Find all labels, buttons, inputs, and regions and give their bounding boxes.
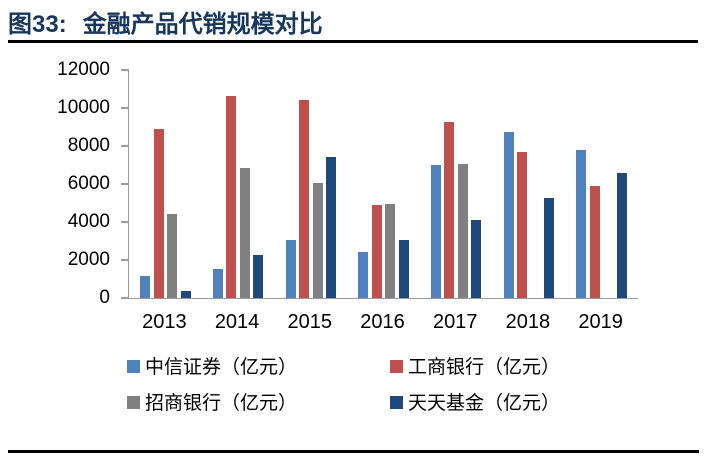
bar (544, 198, 555, 298)
x-axis-label: 2014 (214, 311, 260, 333)
legend-swatch-icon (127, 396, 140, 409)
x-axis-label: 2018 (505, 311, 551, 333)
bar (180, 291, 191, 298)
legend-label: 天天基金（亿元） (408, 393, 561, 414)
bar (444, 122, 455, 298)
x-axis-label: 2016 (360, 311, 405, 333)
y-axis-label: 2000 (67, 249, 110, 270)
plot-area (121, 69, 638, 299)
y-axis-label: 12000 (57, 59, 110, 80)
bar (576, 150, 587, 298)
y-axis-tick (121, 297, 129, 299)
legend-label: 中信证券（亿元） (145, 357, 298, 378)
y-axis-label: 6000 (67, 173, 110, 194)
bar (212, 269, 223, 298)
bar (167, 214, 178, 298)
legend-item: 中信证券（亿元） (127, 356, 390, 379)
y-axis-tick (121, 221, 129, 223)
bar (430, 165, 441, 298)
y-axis-tick (121, 69, 129, 71)
bar (371, 205, 382, 298)
title-divider (8, 40, 698, 43)
y-axis-label: 8000 (67, 135, 110, 156)
legend-item: 招商银行（亿元） (127, 392, 390, 415)
y-axis-label: 10000 (57, 97, 110, 118)
bar (589, 186, 600, 298)
bar (285, 240, 296, 298)
y-axis-label: 0 (99, 287, 110, 308)
bar (398, 240, 409, 298)
chart-legend: 中信证券（亿元） 工商银行（亿元） 招商银行（亿元） 天天基金（亿元） (127, 356, 560, 415)
figure-number: 图33: (8, 11, 67, 38)
bar (153, 128, 164, 298)
figure-title: 图33: 金融产品代销规模对比 (8, 4, 323, 39)
y-axis-tick (121, 107, 129, 109)
bar (616, 173, 627, 298)
y-axis-tick (121, 145, 129, 147)
x-axis-label: 2019 (578, 311, 623, 333)
bar (299, 100, 310, 298)
x-axis-label: 2013 (142, 311, 187, 333)
bar (312, 183, 323, 298)
legend-swatch-icon (390, 360, 403, 373)
bar (239, 167, 250, 298)
bar-chart: 0 2000 4000 6000 8000 10000 12000 2013 2014 2015 2… (57, 59, 638, 333)
bar (503, 131, 514, 298)
figure-name: 金融产品代销规模对比 (82, 11, 323, 38)
x-axis-label: 2015 (287, 311, 333, 333)
legend-swatch-icon (127, 360, 140, 373)
legend-swatch-icon (390, 396, 403, 409)
bar (253, 254, 264, 298)
bar (471, 219, 482, 298)
bar (457, 163, 468, 298)
legend-label: 工商银行（亿元） (408, 357, 561, 378)
x-axis-label: 2017 (432, 311, 478, 333)
bar (517, 151, 528, 298)
legend-item: 工商银行（亿元） (390, 356, 560, 379)
bar (140, 276, 151, 298)
legend-item: 天天基金（亿元） (390, 392, 560, 415)
bar (385, 203, 396, 298)
bar (326, 156, 337, 298)
legend-label: 招商银行（亿元） (145, 393, 298, 414)
bar (358, 252, 369, 298)
bar (226, 95, 237, 298)
bottom-divider (8, 450, 699, 453)
y-axis-tick (121, 259, 129, 261)
y-axis-label: 4000 (67, 211, 110, 232)
y-axis-tick (121, 183, 129, 185)
